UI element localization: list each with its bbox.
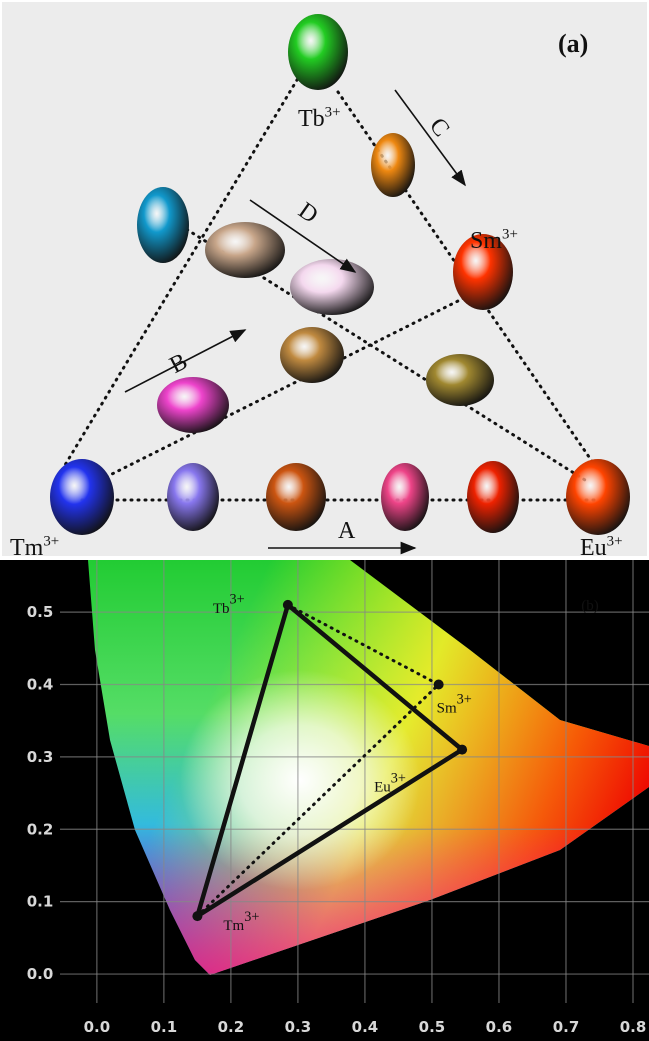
ion-symbol: Tb	[213, 601, 230, 617]
point	[192, 911, 202, 921]
ellipse	[266, 463, 326, 531]
x-tick-label: 0.0	[84, 1018, 111, 1036]
ion-symbol: Eu	[580, 535, 607, 561]
x-tick-label: 0.5	[419, 1018, 446, 1036]
x-tick-label: 0.7	[553, 1018, 580, 1036]
page: { "panel_a": { "label": "(a)", "ions": […	[0, 0, 649, 1041]
y-tick-label: 0.3	[27, 748, 54, 766]
y-tick-label: 0.1	[27, 893, 54, 911]
x-tick-label: 0.4	[352, 1018, 379, 1036]
panel-label: (a)	[558, 29, 588, 58]
ellipse	[288, 14, 348, 90]
x-tick-label: 0.1	[151, 1018, 178, 1036]
panel-label: (b)	[581, 598, 599, 614]
arrow-label: A	[338, 518, 356, 544]
ellipse	[467, 461, 519, 533]
ion-symbol: Sm	[437, 701, 457, 717]
ion-charge: 3+	[502, 226, 518, 242]
point	[283, 600, 293, 610]
ion-charge: 3+	[43, 533, 59, 549]
point	[434, 680, 444, 690]
ellipse	[371, 133, 415, 197]
ellipse	[167, 463, 219, 531]
y-tick-label: 0.5	[27, 603, 54, 621]
ion-symbol: Sm	[470, 228, 502, 254]
ion-symbol: Eu	[374, 780, 391, 796]
ellipse	[205, 222, 285, 278]
x-tick-label: 0.8	[620, 1018, 647, 1036]
ellipse	[426, 354, 494, 406]
ion-symbol: Tm	[223, 918, 244, 934]
point	[457, 745, 467, 755]
ellipse	[280, 327, 344, 383]
ellipse	[381, 463, 429, 531]
ion-charge: 3+	[391, 770, 406, 786]
ellipse	[50, 459, 114, 535]
ion-symbol: Tb	[298, 106, 325, 132]
y-tick-label: 0.0	[27, 965, 54, 983]
ion-charge: 3+	[230, 592, 245, 608]
x-tick-label: 0.3	[285, 1018, 312, 1036]
ion-symbol: Tm	[10, 535, 44, 561]
ion-charge: 3+	[325, 104, 341, 120]
ellipse	[566, 459, 630, 535]
ellipse	[137, 187, 189, 263]
y-tick-label: 0.2	[27, 820, 54, 838]
x-tick-label: 0.6	[486, 1018, 513, 1036]
y-tick-label: 0.4	[27, 676, 54, 694]
ion-charge: 3+	[457, 691, 472, 707]
ion-charge: 3+	[607, 533, 623, 549]
ion-charge: 3+	[244, 909, 259, 925]
ellipse	[157, 377, 229, 433]
ellipse	[290, 259, 374, 315]
figure: (a) A B C D 0.00.10.20.30.40.50.60.70.80…	[0, 0, 649, 1041]
x-tick-label: 0.2	[218, 1018, 245, 1036]
